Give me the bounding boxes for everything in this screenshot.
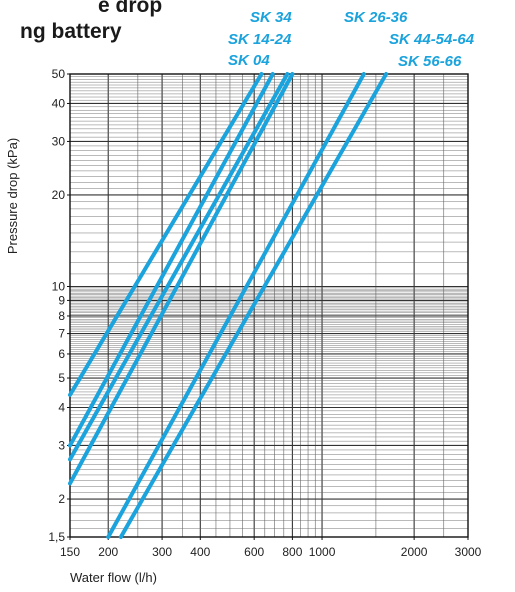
y-axis-label: Pressure drop (kPa) <box>5 138 20 254</box>
series-label-sk-04: SK 04 <box>228 52 270 69</box>
y-tick-label: 20 <box>52 188 66 202</box>
y-tick-label: 8 <box>58 309 65 323</box>
y-tick-label: 50 <box>52 67 66 81</box>
series-label-sk-14-24: SK 14-24 <box>228 31 292 48</box>
series-labels: SK 04 SK 14-24 SK 34 SK 26-36 SK 44-54-64 SK … <box>228 9 475 70</box>
y-tick-label: 40 <box>52 96 66 110</box>
chart-title-line-2: ng battery <box>20 20 122 43</box>
grid <box>70 74 468 537</box>
y-tick-label: 2 <box>58 492 65 506</box>
x-tick-label: 200 <box>98 545 118 559</box>
series-line-sk-56-66 <box>118 72 389 539</box>
y-tick-label: 1,5 <box>48 530 65 544</box>
chart-title-line-1: e drop <box>98 0 162 17</box>
series-label-sk-34: SK 34 <box>250 9 292 26</box>
y-tick-label: 4 <box>58 400 65 414</box>
series-label-sk-26-36: SK 26-36 <box>344 9 408 26</box>
series-lines <box>68 72 389 539</box>
y-tick-label: 6 <box>58 347 65 361</box>
y-tick-labels: 1,5 2 3 4 5 6 7 8 910 20 30 40 50 <box>48 67 70 544</box>
x-tick-labels: 150 200 300 400 600 800 1000 2000 3000 <box>60 537 482 559</box>
x-tick-label: 400 <box>190 545 210 559</box>
series-label-sk-44-54-64: SK 44-54-64 <box>389 31 475 48</box>
y-tick-label: 10 <box>52 280 66 294</box>
y-tick-label: 7 <box>58 327 65 341</box>
y-tick-label: 30 <box>52 134 66 148</box>
x-tick-label: 600 <box>244 545 264 559</box>
series-line-sk-04 <box>68 72 264 397</box>
series-line-sk-44-54-64 <box>106 72 366 539</box>
series-line-sk-14-24 <box>68 72 275 448</box>
y-tick-label: 9 <box>58 293 65 307</box>
x-tick-label: 1000 <box>309 545 336 559</box>
plot-frame <box>69 73 469 538</box>
series-line-sk-34 <box>68 72 290 462</box>
x-tick-label: 3000 <box>455 545 482 559</box>
x-tick-label: 150 <box>60 545 80 559</box>
x-tick-label: 2000 <box>401 545 428 559</box>
series-label-sk-56-66: SK 56-66 <box>398 53 462 70</box>
x-tick-label: 300 <box>152 545 172 559</box>
x-axis-label: Water flow (l/h) <box>70 570 157 585</box>
y-tick-label: 5 <box>58 371 65 385</box>
y-tick-label: 3 <box>58 438 65 452</box>
x-tick-label: 800 <box>282 545 302 559</box>
series-line-sk-26-36 <box>68 72 295 486</box>
